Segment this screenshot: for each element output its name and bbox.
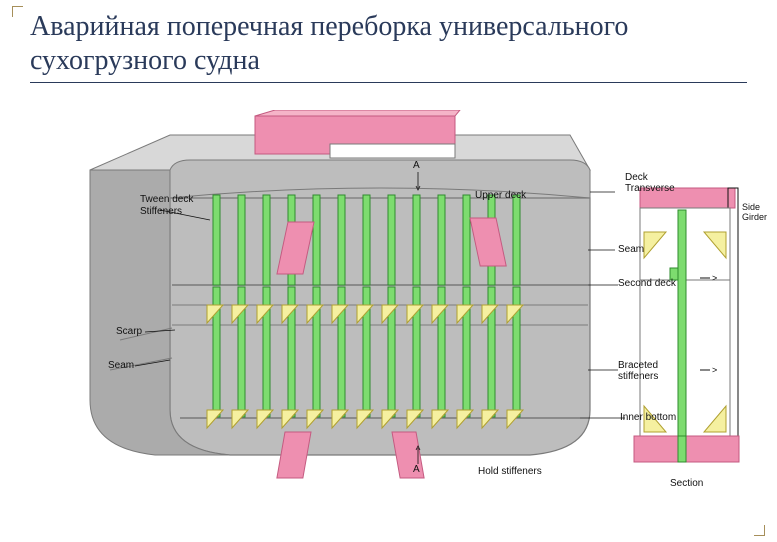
slide-container: Аварийная поперечная переборка универсал… — [0, 0, 777, 542]
label-seam2: Seam — [108, 360, 134, 371]
label-tween-deck: Tween deck — [140, 194, 193, 205]
label-inner-bottom: Inner bottom — [620, 412, 676, 423]
hatch-opening — [255, 110, 460, 158]
label-upper-deck: Upper deck — [475, 190, 526, 201]
slide-title: Аварийная поперечная переборка универсал… — [30, 10, 747, 77]
svg-text:>: > — [712, 273, 717, 283]
label-deck-transverse: Deck Transverse — [625, 172, 675, 194]
label-seam1: Seam — [618, 244, 644, 255]
label-scarp: Scarp — [116, 326, 142, 337]
svg-text:>: > — [712, 365, 717, 375]
bulkhead-diagram: > > Tween deck Stiffeners A Upper deck D… — [30, 110, 750, 520]
corner-decor-br — [754, 525, 765, 536]
label-A-top: A — [413, 160, 420, 171]
label-side-girder: Side Girder — [742, 202, 767, 222]
label-second-deck: Second deck — [618, 278, 676, 289]
label-hold-stiffeners: Hold stiffeners — [478, 466, 542, 477]
title-underline — [30, 82, 747, 83]
corner-decor-tl — [12, 6, 23, 17]
label-section: Section — [670, 478, 703, 489]
label-A-bottom: A — [413, 464, 420, 475]
label-stiffeners: Stiffeners — [140, 206, 182, 217]
label-braceted: Braceted stiffeners — [618, 360, 658, 382]
